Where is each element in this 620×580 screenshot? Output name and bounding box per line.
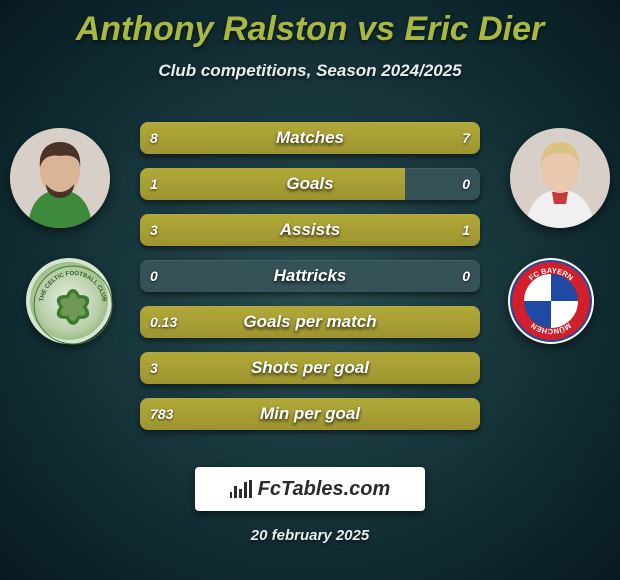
page-subtitle: Club competitions, Season 2024/2025 xyxy=(0,61,620,81)
stat-row: 783Min per goal xyxy=(140,398,480,430)
stat-label: Matches xyxy=(140,122,480,154)
crest-icon: THE CELTIC FOOTBALL CLUB xyxy=(30,262,116,348)
stats-container: 87Matches 10Goals 31Assists 00Hattricks 0.13… xyxy=(140,122,480,444)
player1-club-crest: THE CELTIC FOOTBALL CLUB xyxy=(26,258,112,344)
chart-icon xyxy=(230,480,252,498)
stat-row: 31Assists xyxy=(140,214,480,246)
stat-row: 0.13Goals per match xyxy=(140,306,480,338)
brand-badge: FcTables.com xyxy=(195,467,425,511)
stat-row: 87Matches xyxy=(140,122,480,154)
page-title: Anthony Ralston vs Eric Dier xyxy=(0,0,620,49)
stat-label: Goals xyxy=(140,168,480,200)
stat-label: Assists xyxy=(140,214,480,246)
date-text: 20 february 2025 xyxy=(0,527,620,544)
player2-portrait xyxy=(510,128,610,228)
stat-label: Shots per goal xyxy=(140,352,480,384)
stat-label: Hattricks xyxy=(140,260,480,292)
stat-row: 10Goals xyxy=(140,168,480,200)
player2-club-crest: FC BAYERN MÜNCHEN xyxy=(508,258,594,344)
stat-label: Goals per match xyxy=(140,306,480,338)
crest-icon: FC BAYERN MÜNCHEN xyxy=(508,258,594,344)
brand-text: FcTables.com xyxy=(258,478,391,501)
player1-portrait xyxy=(10,128,110,228)
stat-row: 00Hattricks xyxy=(140,260,480,292)
stat-label: Min per goal xyxy=(140,398,480,430)
footer: FcTables.com 20 february 2025 xyxy=(0,437,620,544)
stat-row: 3Shots per goal xyxy=(140,352,480,384)
avatar-icon xyxy=(10,128,110,228)
avatar-icon xyxy=(510,128,610,228)
